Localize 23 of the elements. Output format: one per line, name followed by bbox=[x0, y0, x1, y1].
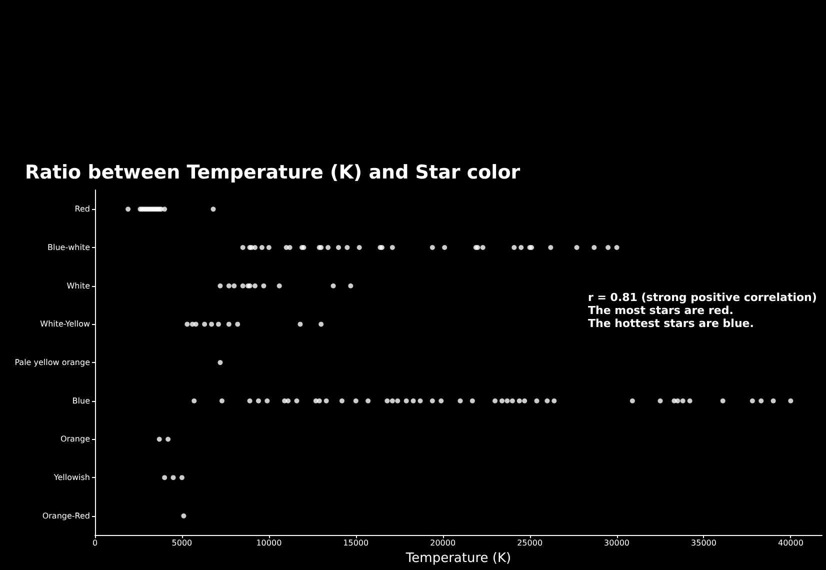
annotation: r = 0.81 (strong positive correlation) bbox=[588, 291, 817, 304]
y-tick-label: Blue bbox=[72, 396, 90, 406]
y-tick-label: Red bbox=[74, 204, 90, 214]
annotation: The hottest stars are blue. bbox=[588, 317, 754, 330]
y-tick-label: Pale yellow orange bbox=[14, 358, 90, 368]
x-tick-label: 30000 bbox=[604, 538, 630, 548]
x-tick-label: 40000 bbox=[778, 538, 804, 548]
x-tick-label: 10000 bbox=[256, 538, 282, 548]
y-tick-label: White bbox=[66, 281, 90, 290]
x-tick-label: 25000 bbox=[517, 538, 543, 548]
annotation: The most stars are red. bbox=[588, 304, 734, 317]
x-tick-label: 5000 bbox=[172, 538, 192, 548]
x-tick-label: 20000 bbox=[430, 538, 456, 548]
y-tick-label: Orange bbox=[60, 434, 90, 444]
x-tick-label: 35000 bbox=[691, 538, 716, 548]
y-tick-label: Blue-white bbox=[48, 243, 90, 252]
x-tick-label: 15000 bbox=[343, 538, 369, 548]
y-tick-label: Orange-Red bbox=[42, 511, 90, 520]
y-tick-label: Yellowish bbox=[52, 473, 90, 482]
x-tick-label: 0 bbox=[92, 538, 98, 548]
y-tick-label: White-Yellow bbox=[40, 320, 90, 329]
chart-title: Ratio between Temperature (K) and Star color bbox=[25, 162, 521, 184]
x-axis-title: Temperature (K) bbox=[404, 551, 512, 566]
